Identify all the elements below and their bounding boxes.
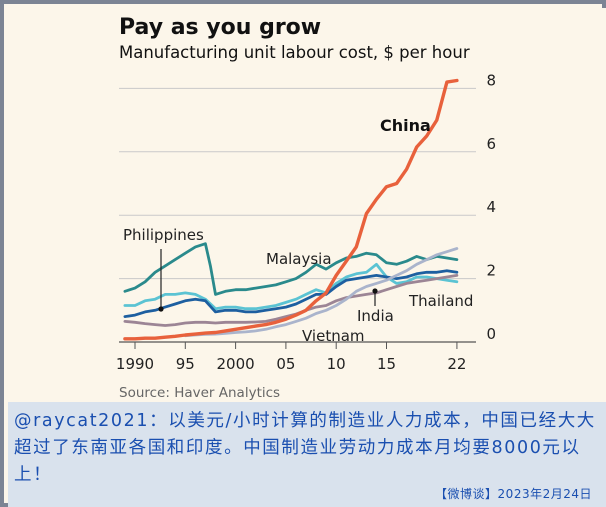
- line-chart: Pay as you grow Manufacturing unit labou…: [116, 15, 496, 401]
- y-tick-label: 0: [486, 325, 496, 343]
- chart-subtitle: Manufacturing unit labour cost, $ per ho…: [119, 43, 470, 62]
- caption-date: 【微博谈】2023年2月24日: [435, 487, 592, 501]
- philippines-leader-dot: [158, 306, 164, 312]
- thailand-label: Thailand: [408, 292, 473, 310]
- y-axis-ticks: 0 2 4 6 8: [486, 71, 496, 343]
- china-series-line: [123, 78, 459, 341]
- x-tick-label: 1990: [116, 355, 154, 373]
- thailand-series-line: [123, 269, 459, 319]
- y-tick-label: 4: [486, 198, 496, 216]
- x-tick-label: 95: [176, 355, 195, 373]
- y-tick-label: 2: [486, 262, 496, 280]
- y-tick-label: 6: [486, 135, 496, 153]
- annotations: China Philippines Malaysia Thailand Indi…: [123, 116, 473, 345]
- caption-text: @raycat2021：以美元/小时计算的制造业人力成本，中国已经大大超过了东南…: [14, 411, 596, 485]
- x-axis: 1990 95 2000 05 10 15 22: [116, 342, 466, 373]
- philippines-series-line: [123, 242, 459, 296]
- caption-box: @raycat2021：以美元/小时计算的制造业人力成本，中国已经大大超过了东南…: [8, 402, 606, 507]
- chart-title: Pay as you grow: [119, 15, 321, 40]
- series-lines: [123, 78, 459, 341]
- source-note: Source: Haver Analytics: [119, 385, 280, 401]
- x-tick-label: 10: [327, 355, 346, 373]
- y-tick-label: 8: [486, 71, 496, 89]
- x-tick-label: 22: [447, 355, 466, 373]
- x-tick-label: 15: [377, 355, 396, 373]
- vietnam-label: Vietnam: [302, 327, 365, 345]
- x-tick-label: 05: [276, 355, 295, 373]
- china-label: China: [380, 116, 431, 135]
- vietnam-series-line: [183, 247, 459, 338]
- philippines-label: Philippines: [123, 226, 204, 244]
- gridlines: [119, 87, 476, 343]
- malaysia-label: Malaysia: [266, 250, 332, 268]
- x-tick-label: 2000: [217, 355, 255, 373]
- malaysia-series-line: [123, 262, 459, 311]
- india-label: India: [357, 307, 394, 325]
- chart-panel: Pay as you grow Manufacturing unit labou…: [8, 8, 606, 402]
- india-leader-dot: [372, 288, 378, 294]
